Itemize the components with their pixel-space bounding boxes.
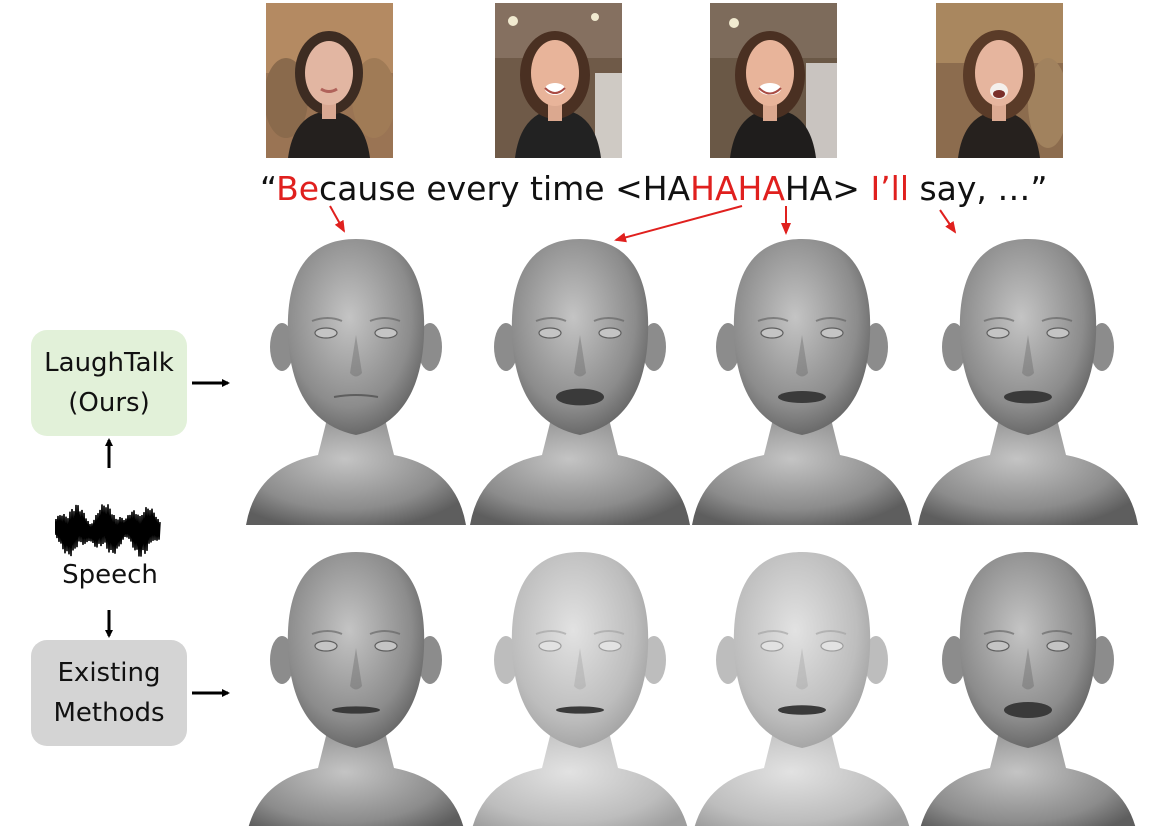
- red-arrow-be: [329, 205, 345, 233]
- transcript-highlight-be: Be: [276, 169, 320, 208]
- laughtalk-ours-box: LaughTalk (Ours): [31, 330, 187, 436]
- ours-mesh-1: [246, 239, 466, 525]
- ours-mesh-3: [692, 239, 912, 525]
- red-arrow-haha-left: [614, 205, 743, 243]
- existing-mesh-4: [920, 552, 1136, 826]
- speaker-photo-4: [936, 3, 1063, 158]
- ours-mesh-2: [470, 239, 690, 525]
- transcript-segment-cause: cause every time <HA: [319, 169, 691, 208]
- ours-mesh-4: [918, 239, 1138, 525]
- existing-label-line1: Existing: [57, 658, 161, 688]
- existing-methods-box: Existing Methods: [31, 640, 187, 746]
- ours-label-line1: LaughTalk: [44, 348, 174, 378]
- speech-label: Speech: [62, 560, 158, 590]
- speaker-photo-3: [710, 3, 837, 158]
- existing-mesh-3: [694, 552, 910, 826]
- speech-waveform-icon: [55, 504, 161, 557]
- transcript-text: “Because every time <HAHAHAHA> I’ll say,…: [260, 165, 1120, 215]
- existing-mesh-2: [472, 552, 688, 826]
- existing-label-line2: Methods: [53, 698, 165, 728]
- transcript-highlight-haha: HAHA: [690, 169, 785, 208]
- transcript-open-quote: “: [260, 169, 277, 208]
- transcript-segment-ha: HA>: [784, 169, 871, 208]
- existing-mesh-1: [248, 552, 464, 826]
- transcript-highlight-ill: I’ll: [870, 169, 909, 208]
- transcript-segment-say: say, …”: [909, 169, 1048, 208]
- speaker-photo-2: [495, 3, 622, 158]
- speaker-photo-1: [266, 3, 393, 158]
- red-arrow-ill: [939, 209, 957, 234]
- ours-label-line2: (Ours): [68, 388, 150, 418]
